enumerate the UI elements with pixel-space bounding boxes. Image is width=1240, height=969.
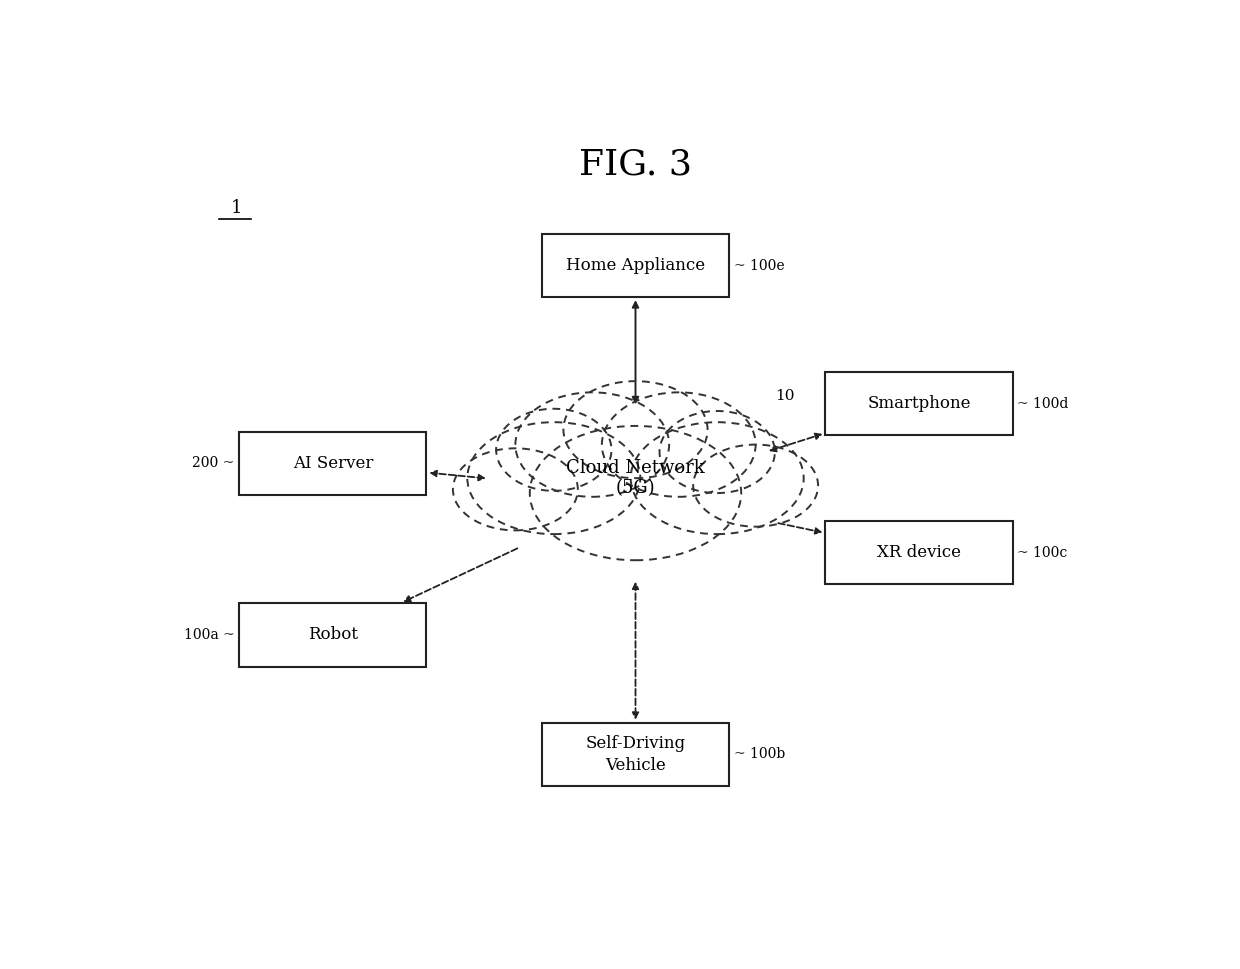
Text: 200 ~: 200 ~ — [192, 456, 234, 470]
Ellipse shape — [563, 381, 708, 478]
FancyBboxPatch shape — [826, 372, 1013, 435]
FancyBboxPatch shape — [239, 431, 427, 495]
Ellipse shape — [693, 445, 818, 527]
Text: XR device: XR device — [877, 545, 961, 561]
FancyBboxPatch shape — [826, 521, 1013, 584]
Text: Self-Driving
Vehicle: Self-Driving Vehicle — [585, 735, 686, 774]
Ellipse shape — [601, 392, 755, 497]
Text: ~ 100d: ~ 100d — [1018, 396, 1069, 411]
Ellipse shape — [516, 392, 670, 497]
Text: ~ 100b: ~ 100b — [734, 747, 785, 762]
Text: Cloud Network
(5G): Cloud Network (5G) — [567, 458, 704, 497]
Text: 1: 1 — [231, 199, 243, 217]
Ellipse shape — [529, 426, 742, 560]
Ellipse shape — [496, 409, 611, 491]
Text: 10: 10 — [775, 390, 795, 403]
Text: Home Appliance: Home Appliance — [565, 257, 706, 274]
FancyBboxPatch shape — [239, 603, 427, 667]
Text: Robot: Robot — [308, 626, 358, 643]
Text: ~ 100c: ~ 100c — [1018, 546, 1068, 560]
Text: AI Server: AI Server — [293, 454, 373, 472]
Ellipse shape — [467, 422, 640, 534]
Text: ~ 100e: ~ 100e — [734, 259, 785, 272]
FancyBboxPatch shape — [542, 234, 729, 297]
Text: FIG. 3: FIG. 3 — [579, 148, 692, 182]
Ellipse shape — [631, 422, 804, 534]
Ellipse shape — [660, 411, 775, 493]
Text: Smartphone: Smartphone — [867, 395, 971, 412]
Ellipse shape — [453, 449, 578, 530]
Text: 100a ~: 100a ~ — [184, 628, 234, 641]
FancyBboxPatch shape — [542, 723, 729, 786]
